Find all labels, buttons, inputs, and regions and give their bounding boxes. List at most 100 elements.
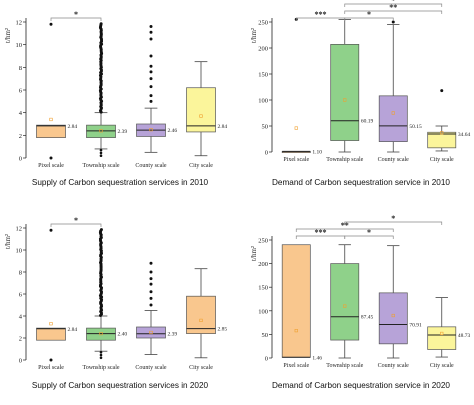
median-label: 1.46	[312, 355, 322, 361]
y-tick-label: 150	[258, 285, 268, 292]
y-tick-label: 4	[19, 314, 23, 321]
box-body	[281, 244, 311, 358]
y-tick-label: 10	[16, 248, 23, 255]
mean-marker	[343, 98, 347, 102]
box-body	[86, 327, 116, 341]
box-body	[427, 326, 457, 350]
significance-bracket	[344, 235, 394, 239]
significance-bracket	[344, 3, 443, 7]
significance-bracket	[50, 17, 102, 21]
x-tick-label: City scale	[430, 157, 454, 163]
median-label: 2.40	[118, 332, 128, 338]
y-tick-label: 6	[19, 292, 23, 299]
y-tick-label: 2	[19, 336, 22, 343]
x-tick-label: Pixel scale	[283, 157, 309, 163]
box-county-scale: 2.39	[136, 261, 177, 355]
outlier-point	[149, 85, 153, 89]
significance-bracket	[295, 228, 394, 232]
box-county-scale: 50.15	[378, 20, 422, 153]
y-tick-label: 0	[19, 156, 22, 163]
box-township-scale: 60.19	[330, 18, 374, 153]
outlier-point	[99, 351, 103, 354]
median-label: 1.10	[312, 149, 322, 155]
significance-mark: ***	[315, 10, 327, 19]
box-body	[378, 95, 408, 142]
median-label: 2.39	[118, 129, 128, 135]
median-label: 34.64	[458, 132, 471, 138]
y-axis-label: t/hm²	[250, 246, 258, 261]
y-axis-label: t/hm²	[4, 234, 12, 249]
x-tick-label: County scale	[378, 157, 409, 163]
x-tick-label: Township scale	[326, 157, 363, 163]
outlier-point	[49, 156, 53, 160]
significance-mark: *	[74, 216, 78, 225]
box-pixel-scale: 1.10	[281, 17, 322, 155]
median-label: 50.15	[409, 124, 422, 130]
significance-mark: *	[367, 10, 371, 19]
panel-caption: Supply of Carbon sequestration services …	[32, 381, 209, 390]
outlier-point	[440, 89, 444, 93]
box-township-scale: 87.45	[330, 244, 374, 359]
x-tick-label: Pixel scale	[38, 163, 64, 169]
box-body	[186, 295, 216, 334]
outlier-point	[149, 277, 153, 281]
mean-marker	[391, 313, 395, 318]
mean-marker	[294, 329, 298, 333]
mean-marker	[294, 126, 298, 130]
box-city-scale: 2.85	[186, 268, 227, 359]
y-tick-label: 200	[258, 46, 268, 53]
outlier-point	[149, 30, 153, 34]
box-county-scale: 70.91	[378, 245, 422, 359]
x-tick-label: Pixel scale	[38, 365, 64, 371]
y-tick-label: 2	[19, 133, 22, 140]
y-tick-label: 100	[258, 98, 268, 105]
box-township-scale: 2.39	[86, 22, 128, 158]
y-tick-label: 8	[19, 270, 22, 277]
y-tick-label: 10	[16, 42, 23, 49]
y-tick-label: 12	[16, 226, 23, 233]
outlier-point	[149, 37, 153, 41]
median-label: 87.45	[361, 315, 374, 321]
outlier-point	[99, 356, 103, 360]
outlier-point	[149, 54, 153, 58]
significance-bracket	[50, 223, 102, 227]
chart-panel-1: 0 2 4 6 8 10 12 t/hm² 2.84 Pixel scale 2.39 Townshi…	[4, 10, 227, 187]
panel-caption: Demand of Carbon sequestration service i…	[272, 381, 450, 390]
outlier-point	[391, 20, 395, 24]
outlier-point	[149, 261, 153, 265]
y-axis-label: t/hm²	[4, 28, 12, 43]
y-tick-label: 6	[19, 88, 23, 95]
x-tick-label: County scale	[378, 363, 409, 369]
box-body	[378, 292, 408, 345]
y-tick-label: 4	[19, 110, 23, 117]
x-tick-label: Pixel scale	[283, 363, 309, 369]
significance-bracket	[344, 17, 394, 21]
outlier-point	[99, 154, 103, 158]
median-label: 60.19	[361, 119, 374, 125]
median-label: 2.84	[218, 124, 228, 130]
outlier-point	[149, 282, 153, 286]
mean-marker	[149, 330, 153, 335]
y-tick-label: 50	[262, 124, 269, 131]
mean-marker	[99, 331, 103, 336]
y-tick-label: 0	[265, 356, 268, 363]
mean-marker	[440, 331, 444, 336]
significance-mark: *	[391, 0, 395, 5]
y-axis-label: t/hm²	[250, 28, 258, 43]
x-tick-label: City scale	[189, 365, 213, 371]
box-city-scale: 34.64	[427, 89, 471, 152]
x-tick-label: Township scale	[326, 363, 363, 369]
outlier-point	[99, 228, 103, 232]
x-tick-label: County scale	[135, 163, 166, 169]
box-body	[427, 131, 457, 149]
box-county-scale: 2.46	[136, 25, 177, 153]
y-tick-label: 100	[258, 308, 268, 315]
outlier-point	[149, 290, 153, 294]
significance-mark: *	[367, 228, 371, 237]
significance-mark: *	[391, 214, 395, 223]
outlier-point	[149, 270, 153, 274]
box-pixel-scale: 2.84	[36, 228, 77, 362]
box-township-scale: 2.40	[86, 228, 128, 360]
